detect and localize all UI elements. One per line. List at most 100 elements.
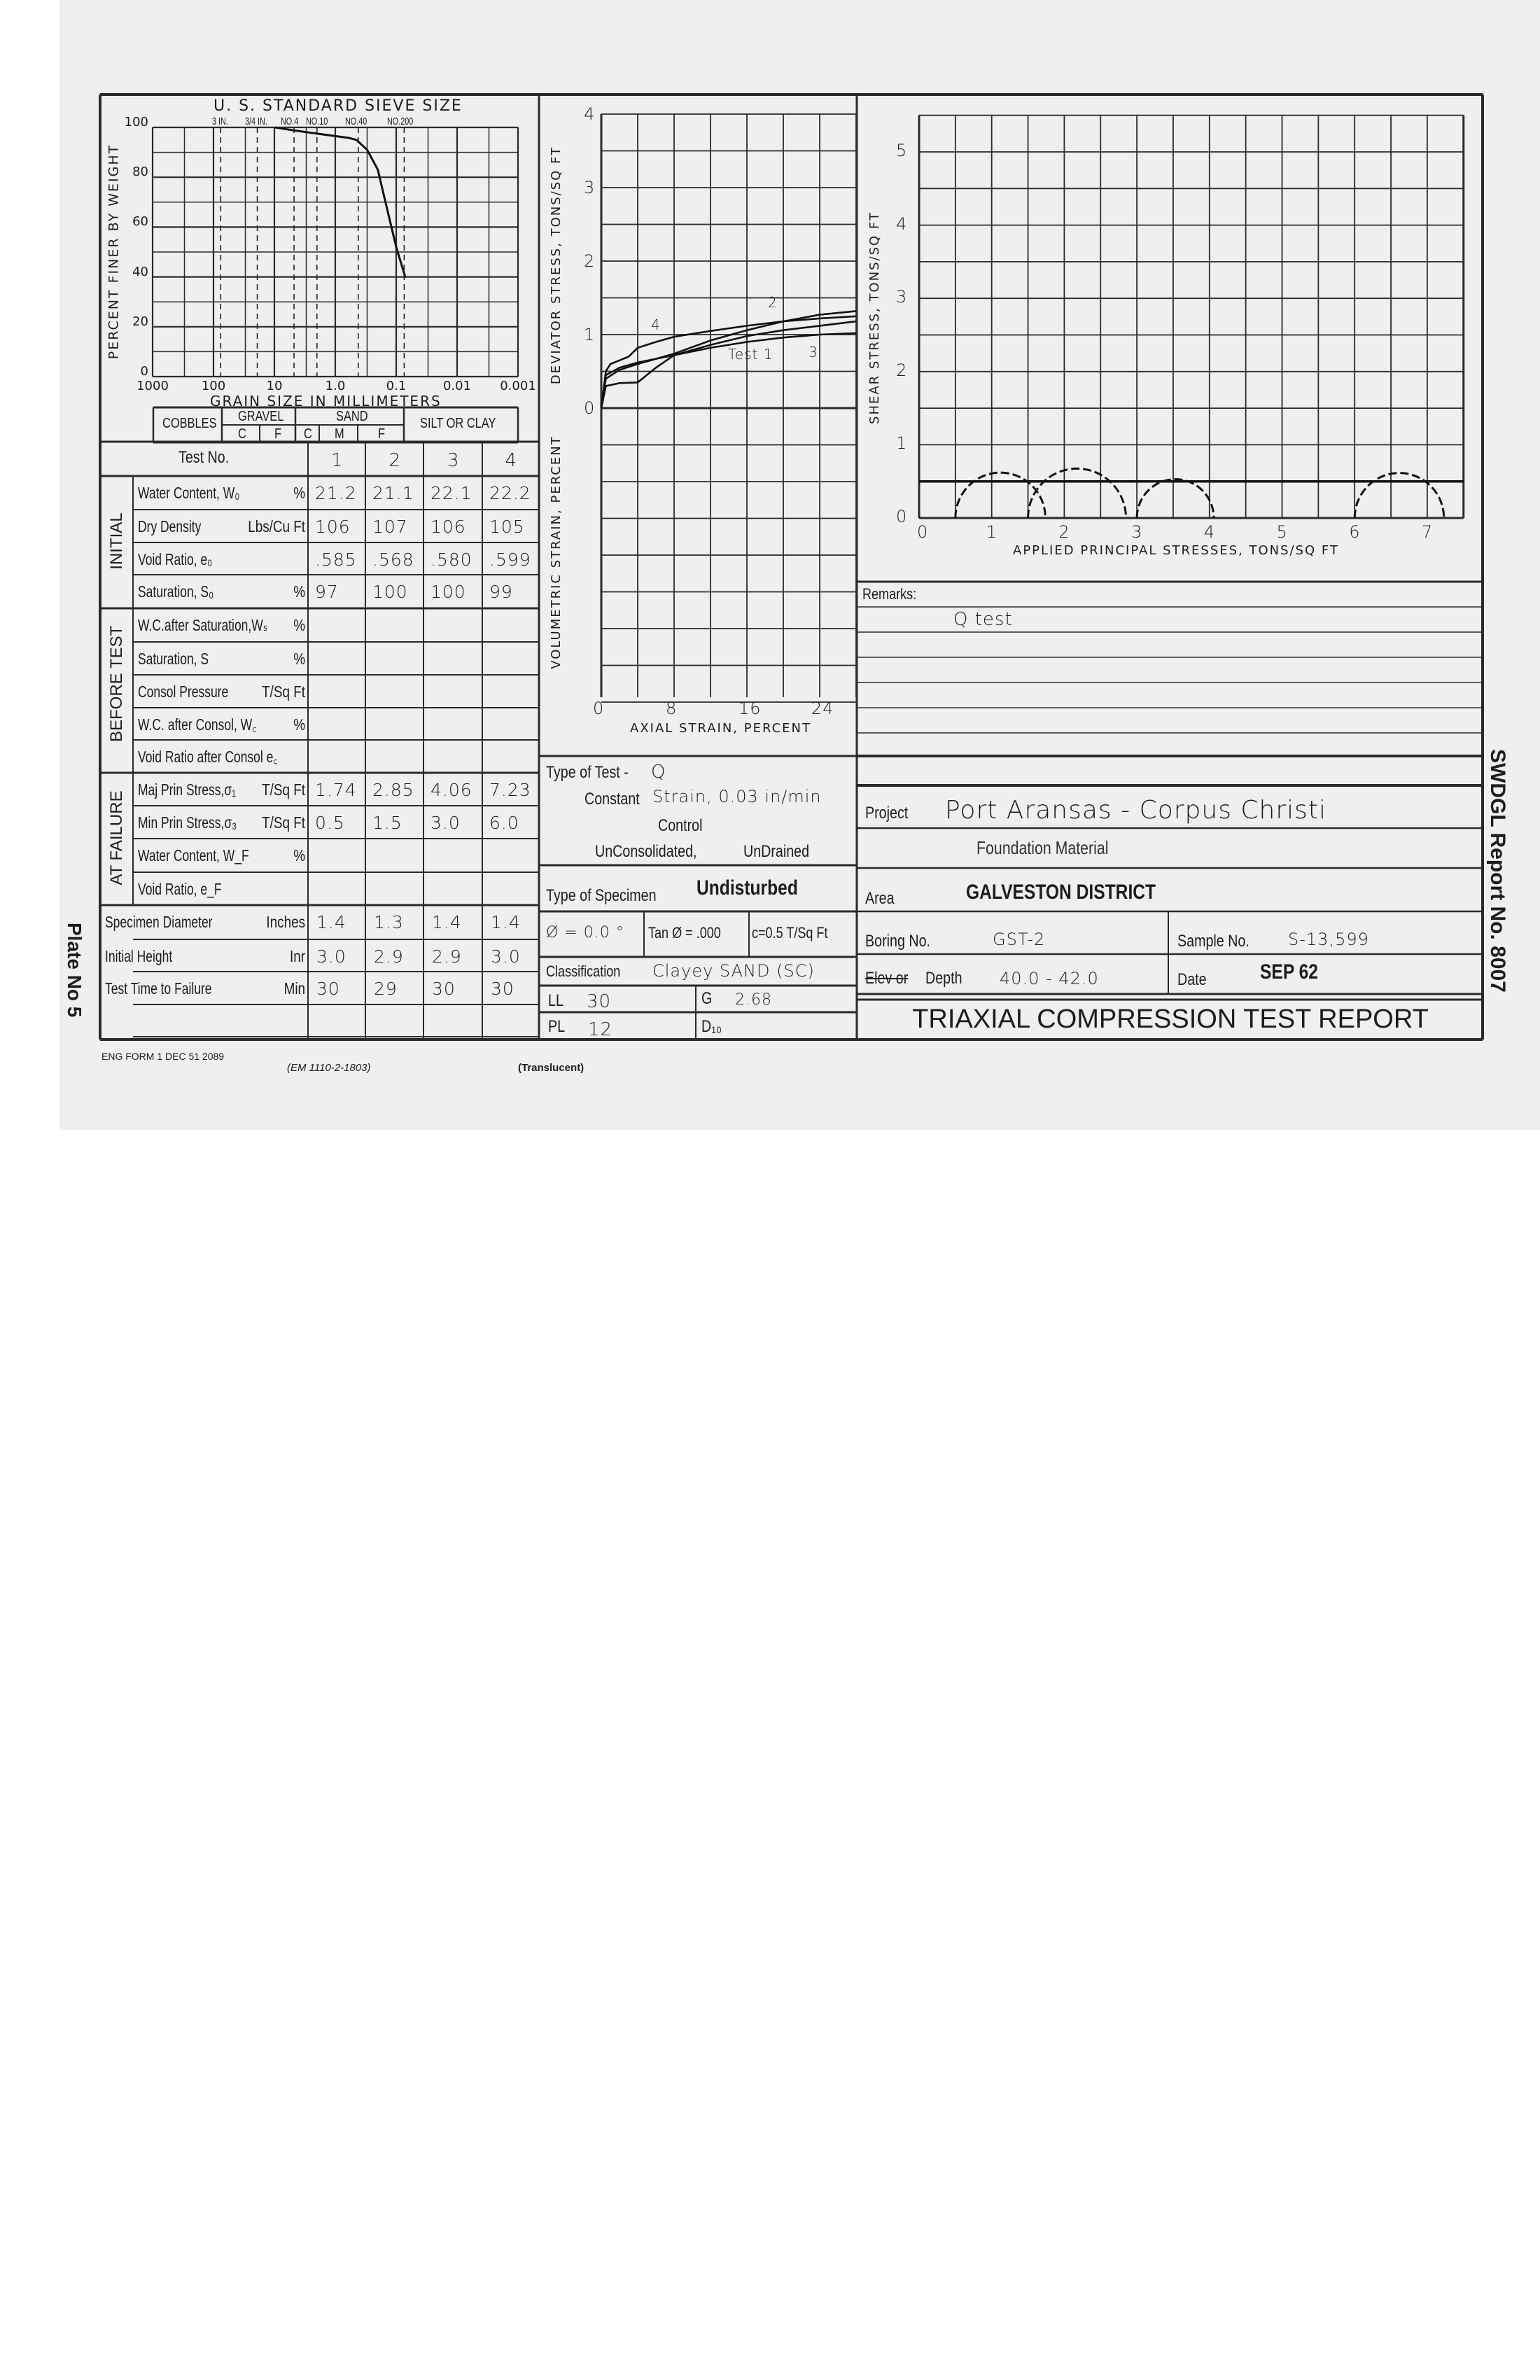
test-number: 2 <box>388 450 402 471</box>
sample-value[interactable]: S-13,599 <box>1288 930 1369 949</box>
deviator-y-tick: 1 <box>584 325 596 344</box>
gradation-curve <box>274 126 407 278</box>
row-label: Water Content, W₀ <box>138 484 240 502</box>
table-cell[interactable]: 100 <box>430 582 466 602</box>
deviator-y-tick: 0 <box>584 398 596 418</box>
sand-medium: M <box>335 426 344 442</box>
cobbles-label: COBBLES <box>162 416 217 431</box>
grain-x-tick: 10 <box>266 379 283 393</box>
boring-value[interactable]: GST-2 <box>993 930 1046 949</box>
table-cell[interactable]: 30 <box>316 979 340 999</box>
deviator-xlabel: AXIAL STRAIN, PERCENT <box>630 721 811 736</box>
mohr-ylabel: SHEAR STRESS, TONS/SQ FT <box>766 211 983 424</box>
cohesion-value[interactable]: c=0.5 T/Sq Ft <box>752 924 828 941</box>
mohr-y-tick: 5 <box>896 141 908 160</box>
table-cell[interactable]: 30 <box>432 979 456 999</box>
table-cell[interactable]: 6.0 <box>489 813 519 833</box>
remarks-label: Remarks: <box>862 585 917 603</box>
mohr-x-tick: 7 <box>1421 522 1434 542</box>
row-unit: Min <box>284 979 305 997</box>
remarks-text[interactable]: Q test <box>953 609 1013 630</box>
date-value[interactable]: SEP 62 <box>1260 960 1318 983</box>
table-cell[interactable]: 107 <box>372 517 408 537</box>
table-cell[interactable]: 106 <box>315 517 351 537</box>
pl-label: PL <box>548 1017 566 1036</box>
table-cell[interactable]: 2.9 <box>432 946 462 967</box>
table-cell[interactable]: 105 <box>489 517 525 537</box>
row-unit: T/Sq Ft <box>262 682 305 701</box>
ll-value[interactable]: 30 <box>587 991 612 1012</box>
table-cell[interactable]: .580 <box>430 550 472 570</box>
area-value[interactable]: GALVESTON DISTRICT <box>966 881 1156 904</box>
drained-label: UnDrained <box>743 842 810 861</box>
mohr-ylabel-text: SHEAR STRESS, TONS/SQ FT <box>867 211 882 424</box>
stress-strain-curve-3 <box>600 332 857 409</box>
table-cell[interactable]: 22.1 <box>430 483 472 503</box>
table-cell[interactable]: 1.4 <box>432 912 462 932</box>
table-cell[interactable]: 1.4 <box>316 912 346 932</box>
table-cell[interactable]: 1.5 <box>372 813 402 833</box>
table-cell[interactable]: 0.5 <box>315 813 345 833</box>
mohr-y-tick: 3 <box>896 287 908 307</box>
grain-y-tick: 20 <box>132 314 148 329</box>
table-cell[interactable]: 29 <box>374 979 398 999</box>
specimen-value[interactable]: Undisturbed <box>696 876 798 899</box>
type-of-test-value[interactable]: Q <box>651 762 666 783</box>
sand-coarse: C <box>304 426 312 442</box>
group-label-at-failure: AT FAILURE <box>107 790 126 886</box>
constant-label: Constant <box>584 790 640 808</box>
table-cell[interactable]: 1.74 <box>315 780 357 800</box>
consolidated-label: UnConsolidated, <box>595 842 697 861</box>
sieve-label: NO.200 <box>387 115 414 127</box>
table-cell[interactable]: 4.06 <box>430 780 472 800</box>
mohr-circle-1 <box>954 471 1046 519</box>
grain-y-tick: 60 <box>132 214 148 230</box>
table-cell[interactable]: 21.2 <box>315 483 357 503</box>
table-cell[interactable]: 1.3 <box>374 912 404 932</box>
row-label: Maj Prin Stress,σ₁ <box>138 780 237 799</box>
table-cell[interactable]: 21.1 <box>372 483 414 503</box>
table-cell[interactable]: 1.4 <box>491 912 521 932</box>
table-cell[interactable]: 22.2 <box>489 483 531 503</box>
mohr-x-tick: 0 <box>917 522 929 542</box>
table-cell[interactable]: 97 <box>315 582 339 602</box>
test-number: 1 <box>331 450 344 471</box>
table-cell[interactable]: .585 <box>315 550 357 570</box>
table-cell[interactable]: 100 <box>372 582 408 602</box>
deviator-x-tick: 16 <box>738 699 762 718</box>
table-cell[interactable]: 3.0 <box>430 813 461 833</box>
elev-struck-label: Elev or <box>865 969 909 988</box>
classification-value[interactable]: Clayey SAND (SC) <box>652 961 815 981</box>
pl-value[interactable]: 12 <box>588 1019 613 1040</box>
table-cell[interactable]: 3.0 <box>316 946 346 967</box>
row-unit: % <box>293 715 305 734</box>
g-value[interactable]: 2.68 <box>735 991 772 1009</box>
table-cell[interactable]: 30 <box>491 979 514 999</box>
table-cell[interactable]: .599 <box>489 550 531 570</box>
mohr-circle-2 <box>1027 467 1128 519</box>
project-label: Project <box>865 804 909 822</box>
sieve-label: NO.40 <box>345 115 368 127</box>
table-cell[interactable]: .568 <box>372 550 414 570</box>
mohr-x-tick: 3 <box>1131 522 1143 542</box>
phi-value[interactable]: Ø = 0.0 ° <box>546 924 624 941</box>
table-cell[interactable]: 106 <box>430 517 466 537</box>
row-unit: Inches <box>266 913 305 931</box>
row-label: Specimen Diameter <box>105 913 213 931</box>
table-cell[interactable]: 7.23 <box>489 780 531 800</box>
deviator-x-tick: 0 <box>593 699 605 718</box>
table-cell[interactable]: 2.9 <box>374 946 404 967</box>
table-cell[interactable]: 99 <box>489 582 513 602</box>
row-label: Saturation, S₀ <box>138 582 214 601</box>
type-of-test-label: Type of Test - <box>546 763 629 782</box>
table-cell[interactable]: 3.0 <box>491 946 521 967</box>
stress-strain-curve-4 <box>600 315 857 409</box>
row-label: W.C. after Consol, W꜀ <box>138 715 257 734</box>
table-cell[interactable]: 2.85 <box>372 780 414 800</box>
depth-value[interactable]: 40.0 - 42.0 <box>1000 969 1099 988</box>
project-value[interactable]: Port Aransas - Corpus Christi <box>945 796 1327 825</box>
tan-phi-value[interactable]: Tan Ø = .000 <box>648 924 721 941</box>
d10-label: D₁₀ <box>701 1017 722 1036</box>
constant-value[interactable]: Strain, 0.03 in/min <box>652 787 822 806</box>
report-title: TRIAXIAL COMPRESSION TEST REPORT <box>912 1004 1429 1034</box>
